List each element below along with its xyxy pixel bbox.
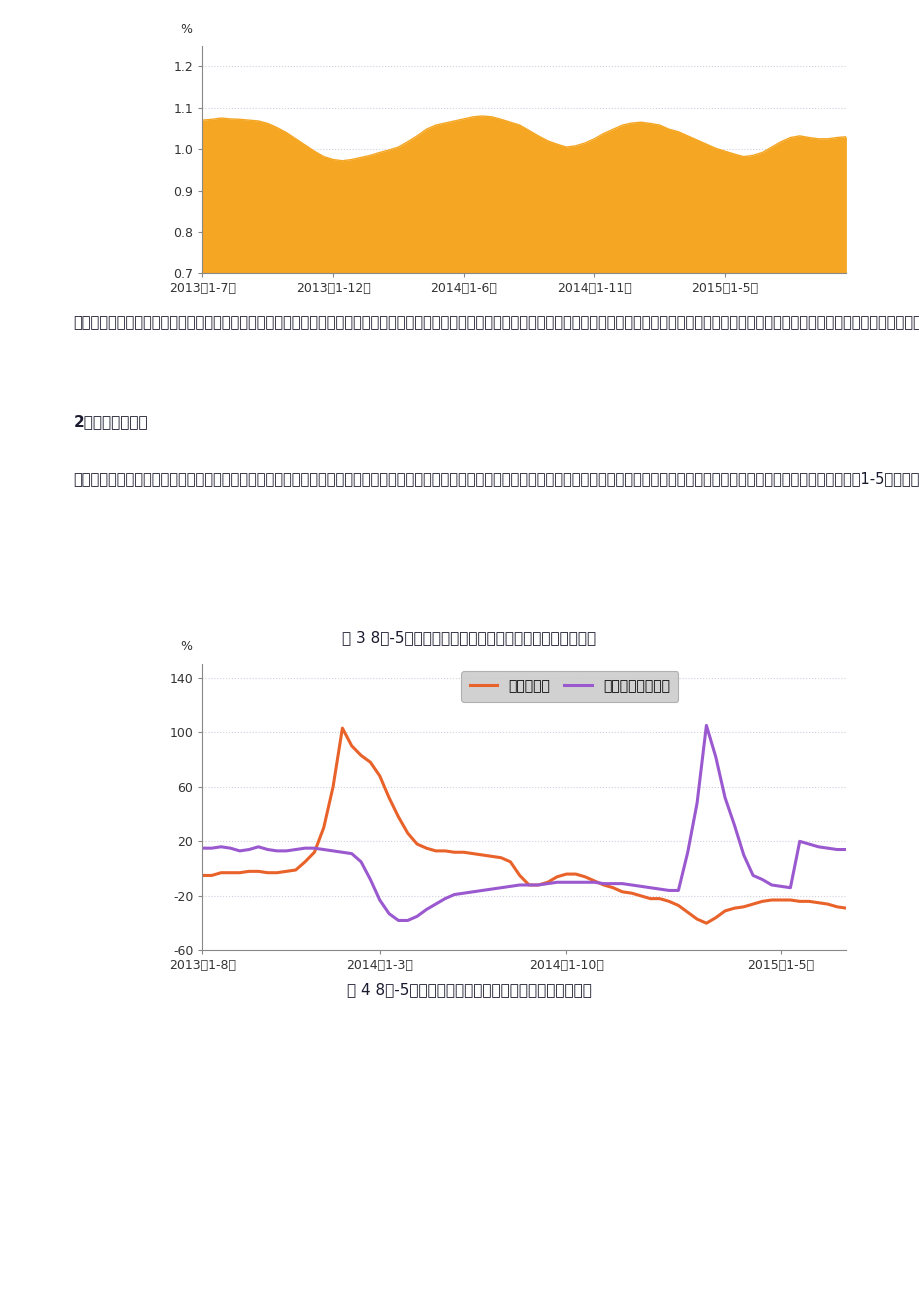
合同项目数 xyxy=(476,848,487,863)
合同项目数 xyxy=(561,866,572,881)
Line: 实际使用外资金额: 实际使用外资金额 xyxy=(202,725,845,921)
Text: %: % xyxy=(180,23,192,36)
Text: %: % xyxy=(180,639,192,652)
Text: 图 3 8月-5月医药行业运用外资协议项目数和金额增速走势: 图 3 8月-5月医药行业运用外资协议项目数和金额增速走势 xyxy=(342,630,596,646)
Text: 图 4 8月-5月医药行业运用外资协议项目和金额占比状况: 图 4 8月-5月医药行业运用外资协议项目和金额占比状况 xyxy=(346,982,591,997)
实际使用外资金额 xyxy=(700,717,711,733)
实际使用外资金额 xyxy=(346,846,357,862)
合同项目数 xyxy=(336,720,347,736)
合同项目数 xyxy=(766,892,777,907)
Legend: 合同项目数, 实际使用外资金额: 合同项目数, 实际使用外资金额 xyxy=(460,671,677,702)
Text: 以来，我国医药行业外商直接投资协议项目数有所减少，但实际使用外资金额数增长明显，反应出我国投资环境的综合优势仍然突出，也阐明我国吸取外资的综合竞争力仍然比较强。: 以来，我国医药行业外商直接投资协议项目数有所减少，但实际使用外资金额数增长明显，… xyxy=(74,449,919,487)
合同项目数 xyxy=(840,901,851,917)
合同项目数 xyxy=(700,915,711,931)
实际使用外资金额 xyxy=(766,878,777,893)
Line: 合同项目数: 合同项目数 xyxy=(202,728,845,923)
实际使用外资金额 xyxy=(280,844,291,859)
合同项目数 xyxy=(197,867,208,883)
合同项目数 xyxy=(402,825,413,841)
Text: 未来几年，大型医药企业但愿通过加大固定资产投资力度形成规模化生产，深入减少单位固定成本并形成行业竞争门槛，将部分中小竞争对于排挤出市场，提高市场集中度和市场份额: 未来几年，大型医药企业但愿通过加大固定资产投资力度形成规模化生产，深入减少单位固… xyxy=(74,293,919,331)
实际使用外资金额 xyxy=(561,875,572,891)
实际使用外资金额 xyxy=(392,913,403,928)
实际使用外资金额 xyxy=(197,840,208,855)
实际使用外资金额 xyxy=(840,841,851,857)
实际使用外资金额 xyxy=(402,913,413,928)
实际使用外资金额 xyxy=(476,883,487,898)
Text: 2、吸取外资状况: 2、吸取外资状况 xyxy=(74,414,148,428)
合同项目数 xyxy=(355,747,366,763)
合同项目数 xyxy=(280,863,291,879)
